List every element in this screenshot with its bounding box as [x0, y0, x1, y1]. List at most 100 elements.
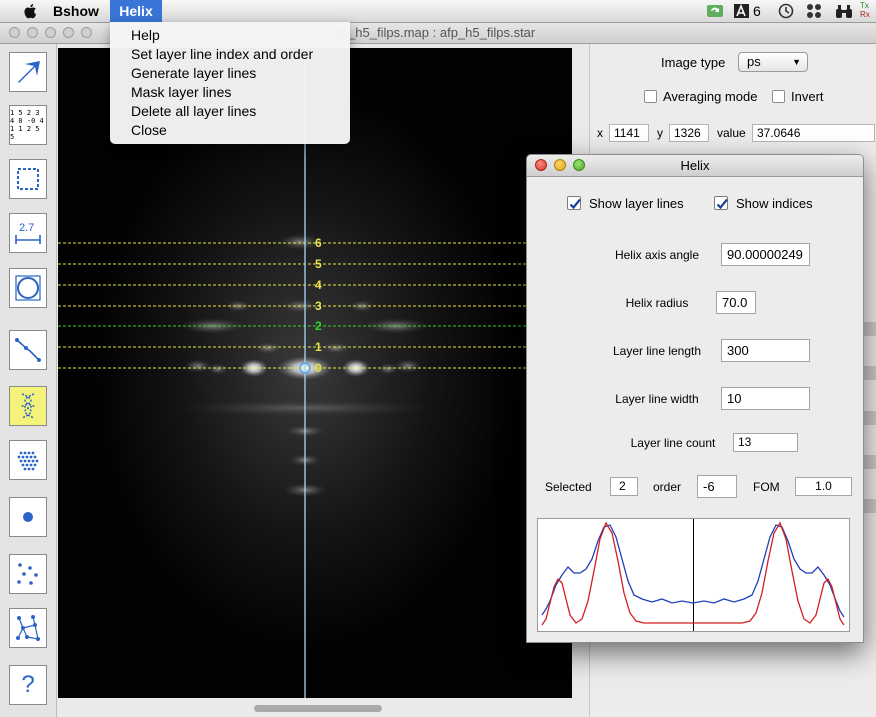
panel-stripe	[862, 499, 876, 513]
binoculars-icon[interactable]	[835, 3, 853, 19]
ruler-icon-text: 2.7	[19, 222, 35, 234]
value-label: value	[717, 126, 746, 140]
scrollbar-thumb[interactable]	[254, 705, 382, 712]
invert-label: Invert	[791, 89, 824, 104]
lattice-icon	[17, 451, 39, 471]
extra-button[interactable]	[63, 27, 74, 38]
pointer-tool-button[interactable]	[9, 52, 47, 92]
extra-button-2[interactable]	[81, 27, 92, 38]
menu-item-help[interactable]: Help	[131, 27, 160, 43]
checkmark-icon	[569, 198, 581, 210]
diffraction-image-canvas[interactable]: 6 5 4 3 2 1 0	[58, 48, 572, 698]
dialog-zoom-button[interactable]	[573, 159, 585, 171]
layer-index-label: 1	[315, 340, 322, 354]
values-tool-button[interactable]: 1 5 2 3 4 0 -0 4 1 1 2 5 5	[9, 105, 47, 145]
layer-line-count-field[interactable]: 13	[733, 433, 798, 452]
scatter-tool-button[interactable]	[9, 554, 47, 594]
selected-field[interactable]: 2	[610, 477, 638, 496]
question-mark-icon: ?	[21, 671, 35, 698]
fom-field[interactable]: 1.0	[795, 477, 852, 496]
show-indices-checkbox[interactable]	[714, 196, 728, 210]
menu-item-generate-layer-lines[interactable]: Generate layer lines	[131, 65, 257, 81]
helix-menu-title[interactable]: Helix	[110, 0, 162, 22]
spot-icon	[23, 512, 33, 522]
layer-line-length-field[interactable]: 300	[721, 339, 810, 362]
values-icon: 1 5 2 3 4 0 -0 4 1 1 2 5 5	[10, 109, 46, 141]
dropdown-arrow-icon: ▼	[792, 57, 801, 67]
show-layer-lines-label: Show layer lines	[589, 196, 684, 211]
selected-label: Selected	[545, 480, 592, 494]
panel-stripe	[862, 322, 876, 336]
dialog-minimize-button[interactable]	[554, 159, 566, 171]
minimize-button[interactable]	[27, 27, 38, 38]
order-label: order	[653, 480, 682, 494]
pointer-icon	[18, 61, 40, 83]
averaging-mode-label: Averaging mode	[663, 89, 758, 104]
dialog-close-button[interactable]	[535, 159, 547, 171]
layer-line-profile-plot[interactable]	[537, 518, 850, 632]
network-activity-icon[interactable]: Tx Rx	[860, 1, 874, 21]
panel-stripe	[862, 455, 876, 469]
zoom-button[interactable]	[45, 27, 56, 38]
origin-marker[interactable]	[299, 362, 311, 374]
toolbar: 1 5 2 3 4 0 -0 4 1 1 2 5 5 2.7	[0, 44, 57, 717]
circle-tool-button[interactable]	[9, 268, 47, 308]
menu-item-mask-layer-lines[interactable]: Mask layer lines	[131, 84, 232, 100]
box-select-tool-button[interactable]	[9, 159, 47, 199]
help-tool-button[interactable]: ?	[9, 665, 47, 705]
show-layer-lines-checkbox[interactable]	[567, 196, 581, 210]
sync-status-icon[interactable]	[706, 3, 724, 19]
layer-line-width-field[interactable]: 10	[721, 387, 810, 410]
horizontal-scrollbar[interactable]	[58, 700, 572, 717]
dialog-title: Helix	[680, 158, 710, 173]
spot-tool-button[interactable]	[9, 497, 47, 537]
profile-blue-curve	[541, 524, 845, 618]
timemachine-icon[interactable]	[777, 3, 795, 19]
y-field[interactable]: 1326	[669, 124, 709, 142]
helix-dialog: Helix Show layer lines Show indices Heli…	[526, 154, 864, 643]
menu-item-close[interactable]: Close	[131, 122, 167, 138]
values-icon-line: 1 1 2 5 5	[10, 125, 40, 141]
close-button[interactable]	[9, 27, 20, 38]
values-icon-line: 4 0 -0 4	[10, 117, 44, 125]
invert-checkbox[interactable]	[772, 90, 785, 103]
image-type-value: ps	[747, 54, 761, 69]
helix-axis-angle-field[interactable]: 90.00000249	[721, 243, 810, 266]
panel-stripe	[862, 411, 876, 425]
helix-radius-label: Helix radius	[625, 296, 689, 310]
menu-bar: Bshow Helix 6 Tx Rx	[0, 0, 876, 23]
lattice-tool-button[interactable]	[9, 440, 47, 480]
layer-line-count-label: Layer line count	[630, 436, 716, 450]
x-field[interactable]: 1141	[609, 124, 649, 142]
image-type-select[interactable]: ps ▼	[738, 52, 808, 72]
helix-tool-button[interactable]	[9, 386, 47, 426]
grid-app-icon[interactable]	[805, 3, 823, 19]
layer-line-length-label: Layer line length	[612, 344, 702, 358]
menu-item-delete-layer-lines[interactable]: Delete all layer lines	[131, 103, 257, 119]
tx-label: Tx	[860, 1, 869, 10]
layer-index-label: 0	[315, 361, 322, 375]
helix-radius-field[interactable]: 70.0	[716, 291, 756, 314]
layer-line-width-label: Layer line width	[615, 392, 699, 406]
profile-red-curve	[541, 521, 845, 626]
measure-tool-button[interactable]: 2.7	[9, 213, 47, 253]
adobe-icon[interactable]	[733, 3, 751, 19]
helix-icon	[21, 393, 35, 419]
x-label: x	[597, 126, 603, 140]
layer-index-label: 4	[315, 278, 322, 292]
order-field[interactable]: -6	[697, 475, 737, 498]
menu-item-set-layer-line-index[interactable]: Set layer line index and order	[131, 46, 314, 62]
status-number: 6	[753, 3, 761, 19]
circle-icon	[15, 275, 41, 301]
layer-index-label: 2	[315, 319, 322, 333]
value-field[interactable]: 37.0646	[752, 124, 875, 142]
app-name-menu[interactable]: Bshow	[53, 3, 99, 19]
rx-label: Rx	[860, 10, 870, 19]
network-tool-button[interactable]	[9, 608, 47, 648]
line-tool-button[interactable]	[9, 330, 47, 370]
scatter-icon	[17, 563, 38, 585]
averaging-mode-checkbox[interactable]	[644, 90, 657, 103]
apple-menu-icon[interactable]	[22, 2, 40, 20]
layer-index-label: 5	[315, 257, 322, 271]
helix-dialog-titlebar[interactable]: Helix	[527, 155, 863, 177]
